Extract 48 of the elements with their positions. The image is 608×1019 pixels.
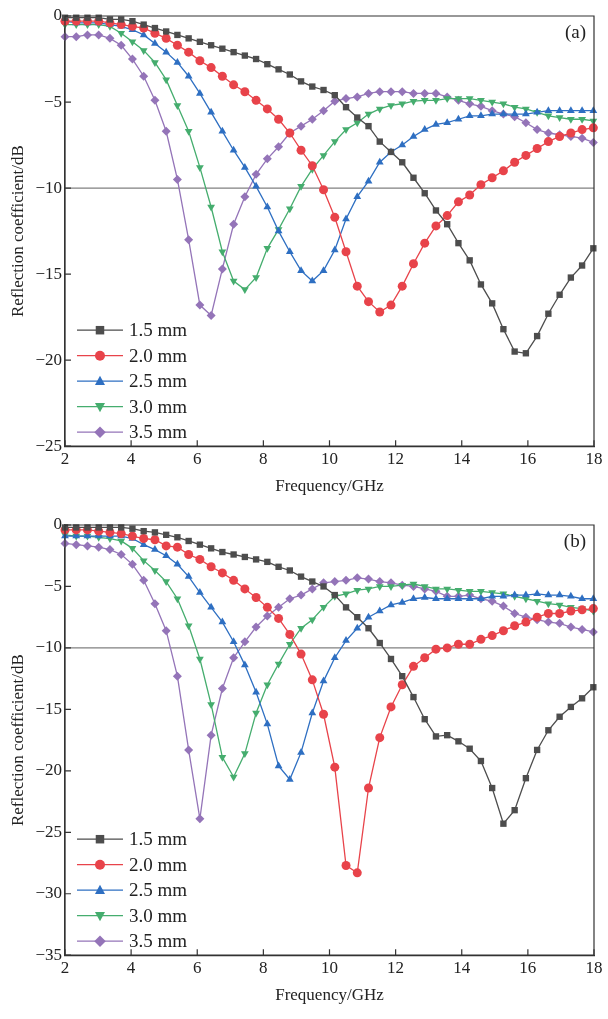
y-tick-label: −20 xyxy=(35,349,62,369)
x-tick-label: 14 xyxy=(453,448,471,468)
legend-label: 2.5 mm xyxy=(128,879,188,901)
x-axis-title: Frequency/GHz xyxy=(275,476,385,496)
legend-label: 2.0 mm xyxy=(128,853,188,875)
x-tick-label: 10 xyxy=(320,957,338,977)
x-tick-label: 18 xyxy=(585,957,603,977)
y-tick-label: −5 xyxy=(43,91,62,111)
y-tick-label: −35 xyxy=(35,944,62,964)
x-tick-label: 6 xyxy=(192,957,202,977)
y-tick-label: −15 xyxy=(35,263,62,283)
y-axis-title: Reflection coefficient/dB xyxy=(7,654,27,827)
legend-label: 3.5 mm xyxy=(128,421,188,443)
x-tick-label: 16 xyxy=(519,448,537,468)
x-tick-label: 6 xyxy=(192,448,202,468)
legend-label: 3.0 mm xyxy=(128,395,188,417)
x-tick-label: 10 xyxy=(320,448,338,468)
x-tick-label: 8 xyxy=(259,448,268,468)
legend-label: 2.0 mm xyxy=(128,344,188,366)
legend-label: 3.0 mm xyxy=(128,904,188,926)
x-axis-title: Frequency/GHz xyxy=(275,985,385,1005)
y-axis-title: Reflection coefficient/dB xyxy=(7,145,27,318)
annotation: (a) xyxy=(564,21,586,44)
x-tick-label: 14 xyxy=(453,957,471,977)
x-tick-label: 18 xyxy=(585,448,603,468)
y-tick-label: −15 xyxy=(35,698,62,718)
y-tick-label: −20 xyxy=(35,760,62,780)
legend-label: 2.5 mm xyxy=(128,370,188,392)
legend-label: 3.5 mm xyxy=(128,930,188,952)
y-tick-label: −25 xyxy=(35,821,62,841)
y-tick-label: 0 xyxy=(53,5,62,25)
x-tick-label: 8 xyxy=(259,957,268,977)
y-tick-label: −30 xyxy=(35,883,62,903)
x-tick-label: 2 xyxy=(60,957,70,977)
y-tick-label: −5 xyxy=(43,575,62,595)
y-tick-label: −25 xyxy=(35,435,62,455)
x-tick-label: 2 xyxy=(60,448,70,468)
legend-label: 1.5 mm xyxy=(128,319,188,341)
x-tick-label: 12 xyxy=(387,448,405,468)
annotation: (b) xyxy=(563,530,586,553)
y-tick-label: −10 xyxy=(35,177,62,197)
x-tick-label: 12 xyxy=(387,957,405,977)
x-tick-label: 4 xyxy=(126,957,136,977)
legend-label: 1.5 mm xyxy=(128,828,188,850)
x-tick-label: 16 xyxy=(519,957,537,977)
x-tick-label: 4 xyxy=(126,448,136,468)
y-tick-label: −10 xyxy=(35,637,62,657)
y-tick-label: 0 xyxy=(53,514,62,534)
